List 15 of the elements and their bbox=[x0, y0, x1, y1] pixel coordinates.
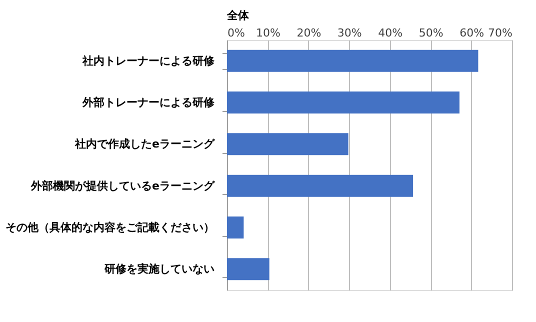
y-tick-label: 社内トレーナーによる研修 bbox=[82, 54, 216, 68]
y-tick-label: その他（具体的な内容をご記載ください） bbox=[6, 221, 214, 234]
x-tick-label: 70% bbox=[488, 26, 512, 40]
x-tick-label: 60% bbox=[460, 26, 484, 40]
x-tick-label: 40% bbox=[378, 26, 403, 40]
y-tick-label: 社内で作成したeラーニング bbox=[74, 138, 216, 151]
y-tick-label: 外部トレーナーによる研修 bbox=[82, 96, 216, 109]
y-tick-label: 研修を実施していない bbox=[104, 262, 214, 276]
x-tick-label: 0% bbox=[228, 26, 245, 40]
x-tick-label: 20% bbox=[296, 26, 322, 40]
y-tick-label: 外部機関が提供しているeラーニング bbox=[30, 179, 216, 192]
x-tick-label: 30% bbox=[337, 26, 362, 40]
x-tick-label: 50% bbox=[418, 26, 444, 40]
x-tick-label: 10% bbox=[256, 26, 280, 40]
chart-title: 全体 bbox=[226, 9, 250, 22]
